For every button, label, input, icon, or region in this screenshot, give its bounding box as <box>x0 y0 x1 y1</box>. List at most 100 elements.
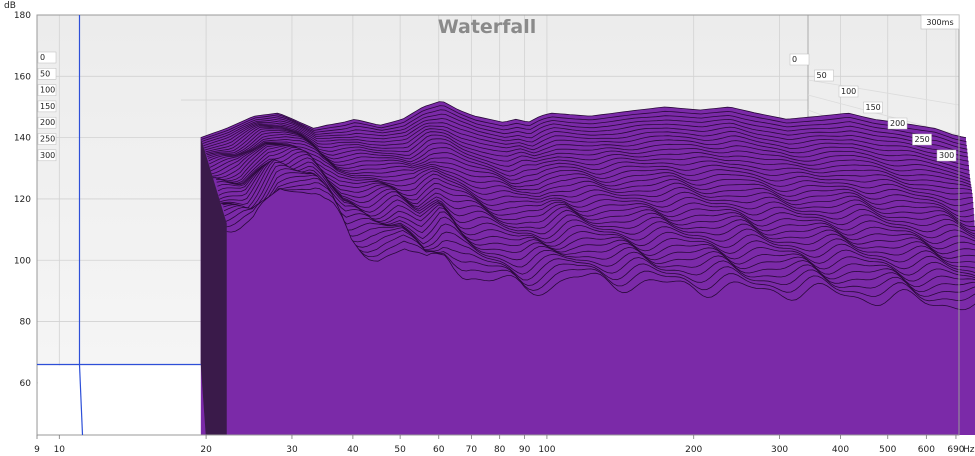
y-tick-label: 160 <box>14 72 31 82</box>
waterfall-side-face <box>200 137 227 435</box>
time-label-right: 300 <box>939 151 954 160</box>
waterfall-slice-line <box>208 133 972 186</box>
time-label-box-left <box>37 68 57 80</box>
time-label-right: 0 <box>792 55 797 64</box>
waterfall-slice-line <box>219 158 975 259</box>
waterfall-slices <box>38 101 975 436</box>
x-tick-label: 500 <box>879 445 896 455</box>
chart-title: Waterfall <box>438 16 537 38</box>
axes: 9 10 20 30 40 50 60 70 80 90 100 200 300 400 500 600 690… <box>14 11 965 455</box>
x-tick-label: 400 <box>832 445 849 455</box>
waterfall-slice-line <box>209 136 972 188</box>
y-tick-label: 100 <box>14 256 31 266</box>
time-label-right: 200 <box>890 119 905 128</box>
y-tick-label: 60 <box>20 379 32 389</box>
x-tick-label: 90 <box>519 445 531 455</box>
y-axis-unit: dB <box>4 1 16 11</box>
waterfall-slice-line <box>212 144 974 212</box>
cursor-vertical-tail <box>78 364 84 436</box>
x-tick-label: 690 <box>947 445 964 455</box>
floor-region <box>38 365 201 435</box>
time-label-box-right <box>863 101 883 114</box>
waterfall-slice-line <box>203 118 968 154</box>
waterfall-slice-line <box>226 188 975 311</box>
waterfall-slice-line <box>203 122 969 158</box>
y-tick-label: 140 <box>14 134 31 144</box>
waterfall-slice-line <box>215 147 975 232</box>
time-label-left: 200 <box>40 118 55 127</box>
time-label-left: 150 <box>40 102 55 111</box>
waterfall-slice-line <box>220 159 975 264</box>
waterfall-slice-line <box>205 126 970 171</box>
waterfall-slice-line <box>201 105 967 142</box>
time-label-box-right <box>814 69 834 82</box>
time-label-box-right <box>789 53 810 66</box>
time-label-left: 50 <box>40 69 50 78</box>
time-label-box-right <box>912 133 932 146</box>
time-label-left: 250 <box>40 135 55 144</box>
waterfall-slice-line <box>202 113 968 150</box>
x-tick-label: 40 <box>347 445 359 455</box>
y-tick-label: 180 <box>14 11 31 21</box>
time-span-label: 300ms <box>926 18 953 27</box>
time-label-right: 100 <box>841 87 856 96</box>
x-tick-label: 300 <box>771 445 788 455</box>
time-label-left: 0 <box>40 53 45 62</box>
waterfall-slice-line <box>207 129 971 180</box>
time-label-box-right <box>936 149 957 162</box>
time-span-box <box>920 14 960 30</box>
waterfall-slice-line <box>213 144 975 223</box>
time-label-right: 150 <box>866 103 881 112</box>
waterfall-slice-line <box>206 128 971 176</box>
time-label-box-left <box>37 100 57 113</box>
waterfall-slice-line <box>207 131 971 183</box>
waterfall-slice-line <box>210 141 973 195</box>
time-label-left: 300 <box>40 151 55 160</box>
x-tick-label: 50 <box>394 445 406 455</box>
time-label-box-right <box>887 117 908 130</box>
waterfall-slice-line <box>211 142 973 201</box>
perspective-grid-line <box>807 79 960 106</box>
time-label-right: 50 <box>817 71 827 80</box>
time-label-box-left <box>37 116 57 129</box>
waterfall-slice-line <box>205 125 970 167</box>
x-tick-label: 9 <box>34 445 40 455</box>
time-label-box-left <box>37 84 57 96</box>
waterfall-slice-line <box>204 124 969 162</box>
waterfall-slice-line <box>209 138 973 191</box>
time-label-box-right <box>838 85 859 98</box>
waterfall-slice-line <box>222 164 975 273</box>
waterfall-slice-line <box>201 109 967 146</box>
x-tick-label: 30 <box>286 445 298 455</box>
waterfall-slice-line <box>217 157 975 244</box>
x-tick-label: 10 <box>54 445 66 455</box>
x-tick-label: 100 <box>538 445 555 455</box>
waterfall-slice-line <box>213 144 975 218</box>
x-tick-label: 200 <box>685 445 702 455</box>
waterfall-slice-line <box>218 160 975 250</box>
plot-frame <box>36 14 960 436</box>
time-labels: 0 50 100 150 200 250 300 0 50 100 150 200 250 300 <box>37 51 957 162</box>
x-tick-label: 70 <box>466 445 478 455</box>
waterfall-slice-line <box>222 168 975 277</box>
time-label-box-left <box>37 133 57 145</box>
x-tick-label: 20 <box>200 445 212 455</box>
x-tick-label: 60 <box>433 445 445 455</box>
time-label-box-left <box>37 149 57 162</box>
waterfall-slice-line <box>200 101 967 138</box>
x-axis-unit: Hz <box>963 445 975 455</box>
time-label-left: 100 <box>40 86 55 95</box>
waterfall-slice-line <box>217 153 975 239</box>
x-tick-label: 600 <box>918 445 935 455</box>
y-tick-label: 120 <box>14 195 31 205</box>
y-tick-label: 80 <box>20 318 32 328</box>
waterfall-slice-line <box>221 161 975 269</box>
waterfall-slice-fill <box>226 188 975 435</box>
waterfall-slice-line <box>212 143 974 206</box>
waterfall-slice-line <box>216 151 975 237</box>
waterfall-slice-line <box>216 148 975 235</box>
waterfall-slice-line <box>214 145 975 228</box>
time-label-right: 250 <box>915 135 930 144</box>
time-label-box-left <box>37 51 57 64</box>
